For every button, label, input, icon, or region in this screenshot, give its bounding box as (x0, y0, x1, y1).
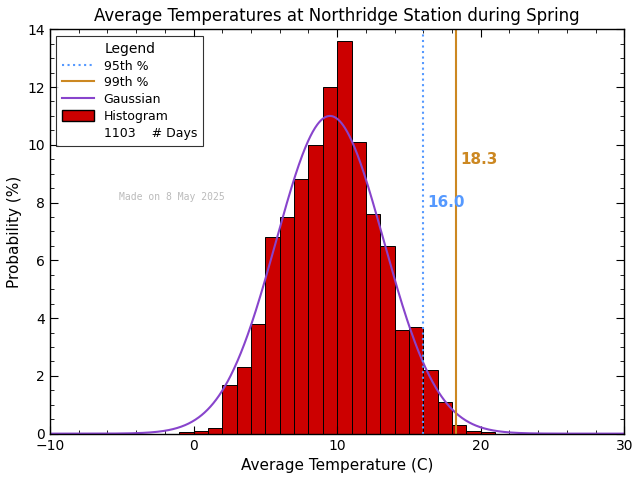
Text: 18.3: 18.3 (461, 152, 498, 167)
Bar (237, 367, 251, 433)
Bar (366, 214, 380, 433)
Bar (452, 425, 467, 433)
Bar (294, 180, 308, 433)
Bar (409, 327, 423, 433)
Bar (308, 145, 323, 433)
Bar (351, 142, 366, 433)
X-axis label: Average Temperature (C): Average Temperature (C) (241, 458, 433, 473)
Bar (395, 330, 409, 433)
Text: 16.0: 16.0 (428, 195, 465, 210)
Bar (380, 246, 395, 433)
Bar (481, 432, 495, 433)
Bar (438, 402, 452, 433)
Bar (222, 384, 237, 433)
Bar (266, 237, 280, 433)
Bar (280, 217, 294, 433)
Bar (337, 41, 351, 433)
Bar (193, 431, 208, 433)
Bar (423, 370, 438, 433)
Bar (179, 432, 193, 433)
Bar (323, 87, 337, 433)
Bar (467, 431, 481, 433)
Legend: 95th %, 99th %, Gaussian, Histogram, 1103    # Days: 95th %, 99th %, Gaussian, Histogram, 110… (56, 36, 204, 146)
Y-axis label: Probability (%): Probability (%) (7, 175, 22, 288)
Bar (251, 324, 266, 433)
Text: Made on 8 May 2025: Made on 8 May 2025 (119, 192, 225, 202)
Bar (208, 429, 222, 433)
Title: Average Temperatures at Northridge Station during Spring: Average Temperatures at Northridge Stati… (94, 7, 580, 25)
